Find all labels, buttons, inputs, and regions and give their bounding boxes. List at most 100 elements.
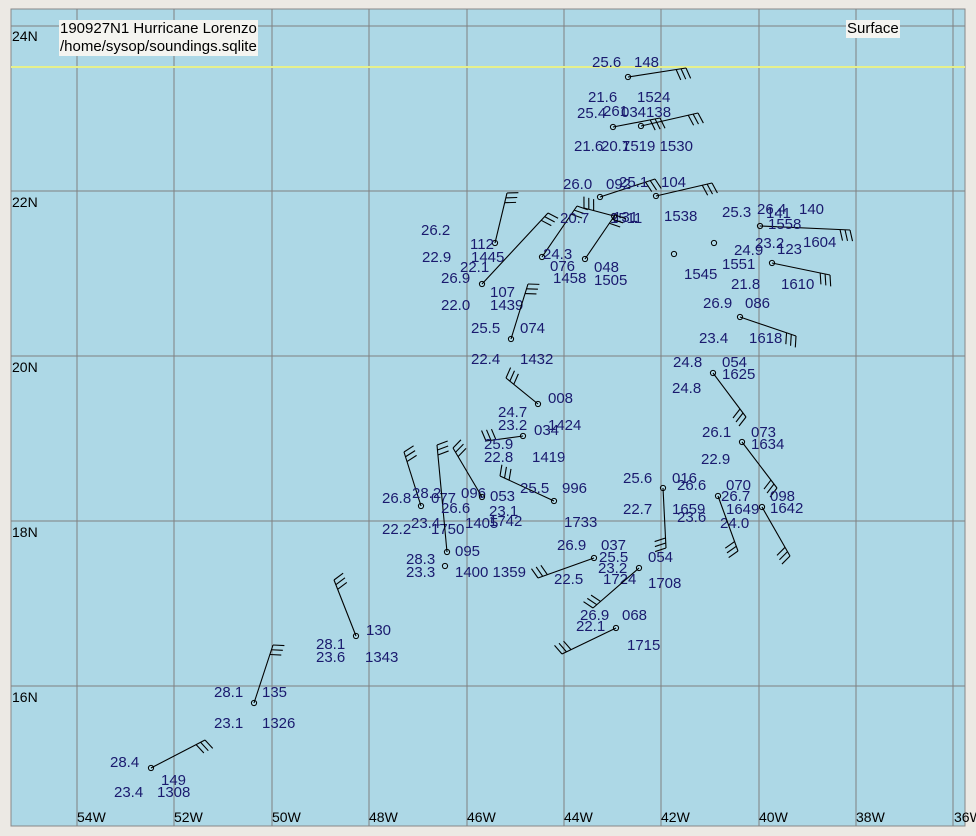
station-circle <box>417 502 425 510</box>
dewpoint-label: 23.2 <box>498 417 527 434</box>
station-plot[interactable]: 23.4 1618 <box>699 330 782 347</box>
database-path: /home/sysop/soundings.sqlite <box>59 38 258 56</box>
station-plot[interactable]: 25.1 104 <box>619 174 718 200</box>
time-label: 1445 <box>471 249 504 266</box>
dewpoint-label: 23.2 <box>598 560 627 577</box>
pressure-label: 130 <box>366 622 391 639</box>
wind-barb-flag <box>612 218 624 224</box>
station-plot[interactable]: 28.123.6 130 1343 <box>316 572 398 666</box>
wind-barb-flag <box>436 440 448 446</box>
time-label: 1558 <box>768 216 801 233</box>
wind-barb-flag <box>685 67 692 79</box>
station-circle <box>441 562 449 570</box>
wind-barb-flag <box>513 373 519 385</box>
station-plot[interactable]: 25.6 148 <box>592 54 692 81</box>
pressure-label: 092 <box>606 176 631 193</box>
wind-barb-flag <box>654 118 661 130</box>
pressure-label: 037 <box>601 537 626 554</box>
level-label: Surface <box>846 20 900 38</box>
temperature-label: 25.6 <box>623 470 652 487</box>
pressure-label: 261 <box>603 103 628 120</box>
wind-barb-flag <box>573 209 586 215</box>
station-plot[interactable]: 26.8 22.2 077 1750 <box>382 445 464 538</box>
temperature-label: 28.4 <box>110 754 139 771</box>
dewpoint-label: 22.4 <box>471 351 500 368</box>
pressure-label: 076 <box>550 258 575 275</box>
wind-barb-shaft <box>494 192 508 244</box>
wind-barb-flag <box>645 181 653 192</box>
station-plot[interactable]: 26.9 22.5 037 1724 <box>531 537 636 588</box>
station-circle <box>612 624 620 632</box>
wind-barb-flag <box>272 644 285 647</box>
station-circle <box>550 497 558 505</box>
station-plot[interactable]: 1538 <box>664 208 697 225</box>
station-plot[interactable]: 28.1 23.1 135 1326 <box>214 644 295 732</box>
station-plot[interactable]: 26.922.1 068 1715 <box>554 607 661 655</box>
time-label: 1511 <box>610 210 642 227</box>
temperature-label: 26.1 <box>702 424 731 441</box>
station-plot[interactable]: 28.323.3 095 1400 1359 <box>406 543 526 581</box>
temperature-label: 25.5 <box>471 320 500 337</box>
time-label: 034138 <box>621 104 671 121</box>
wind-barb-flag <box>687 114 695 126</box>
wind-barb-shaft <box>662 487 667 549</box>
station-plot[interactable]: 21.8 1610 <box>731 276 814 293</box>
dewpoint-label: 23.4 <box>411 515 440 532</box>
station-plot[interactable]: 1545 <box>670 250 717 283</box>
station-plot[interactable]: 25.523.1 996 1733 <box>489 464 597 531</box>
temperature-label: 28.1 <box>316 636 345 653</box>
station-plot[interactable]: 25.922.8 034 1419 <box>481 422 566 466</box>
station-plot[interactable]: 25.6 22.7 016 1659 <box>623 470 705 553</box>
station-plot[interactable]: 26.9 086 <box>703 295 797 348</box>
station-plot[interactable]: 25.5 22.4 074 1432 <box>471 283 553 368</box>
time-label: 1649 <box>726 501 759 518</box>
temperature-label: 28.1 <box>214 684 243 701</box>
temperature-label: 25.1 <box>619 174 648 191</box>
dewpoint-label: 22.1 <box>460 259 489 276</box>
wind-barb-flag <box>540 219 552 227</box>
wind-barb-flag <box>452 439 462 449</box>
wind-barb-flag <box>576 205 588 211</box>
station-plot[interactable]: 26.6 23.6 070 1649 <box>677 477 759 559</box>
wind-barb-flag <box>586 597 598 606</box>
wind-barb-flag <box>654 542 666 548</box>
wind-barb-flag <box>204 739 214 749</box>
wind-barb-flag <box>200 741 209 752</box>
station-circle <box>652 192 660 200</box>
wind-barb-shaft <box>150 739 206 769</box>
time-label: 1750 <box>431 521 464 538</box>
station-plot[interactable]: 25.523.2 054 1708 <box>583 549 682 609</box>
station-plot[interactable]: 26.6 053 1742 <box>441 439 522 530</box>
wind-barb-flag <box>680 68 687 80</box>
lon-label-52w: 52W <box>174 809 204 825</box>
lat-label-22n: 22N <box>12 194 38 210</box>
lat-label-20n: 20N <box>12 359 38 375</box>
station-plot[interactable]: 24.723.2 008 1424 <box>498 367 581 434</box>
station-plot[interactable]: 26.0 092 <box>563 176 662 201</box>
wind-barb-flag <box>732 408 741 419</box>
station-plot[interactable]: 25.3 1558 <box>722 204 801 233</box>
wind-barb-flag <box>701 185 709 196</box>
temperature-label: 28.3 <box>406 551 435 568</box>
pressure-label: 077 <box>431 490 456 507</box>
station-plot[interactable]: 21.6 1524 <box>588 89 670 106</box>
time-label: 1659 <box>672 501 705 518</box>
wind-barb-flag <box>654 547 667 553</box>
time-label: 1733 <box>564 514 597 531</box>
